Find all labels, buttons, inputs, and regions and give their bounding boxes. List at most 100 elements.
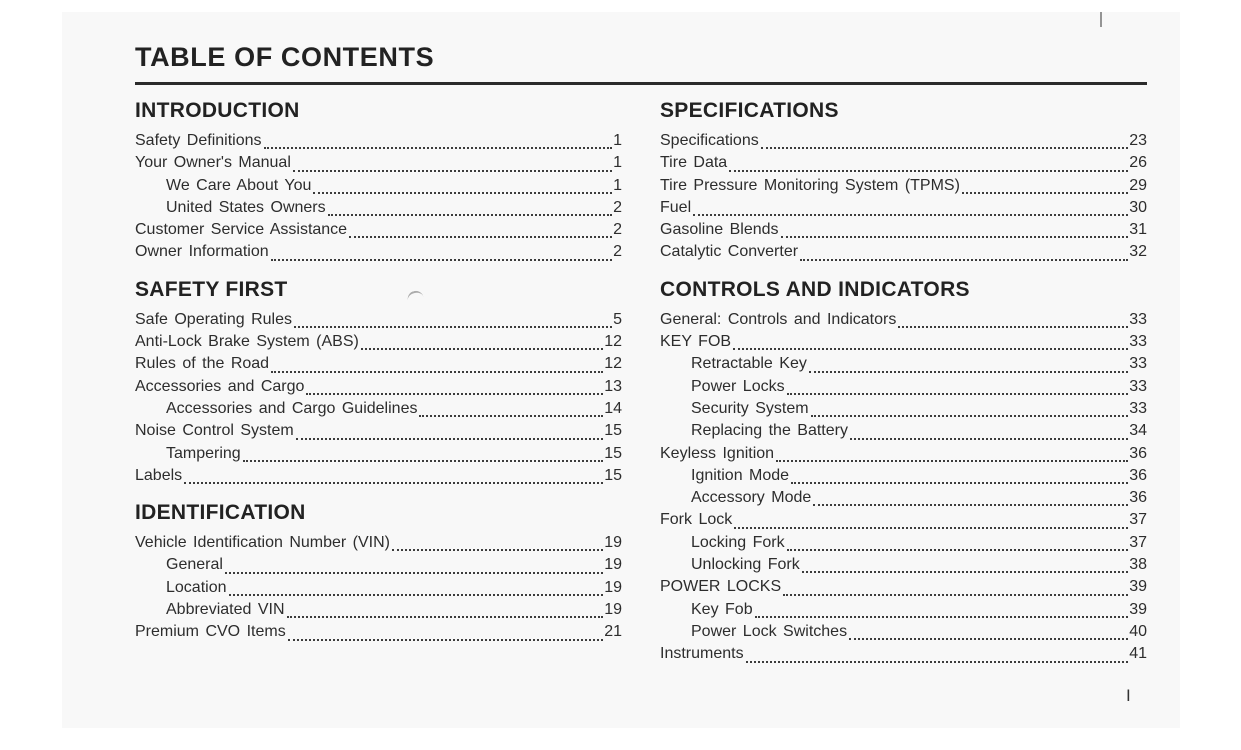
toc-column-right: SPECIFICATIONS Specifications 23 Tire Data 2…	[660, 87, 1147, 668]
toc-section: CONTROLS AND INDICATORS General: Controls…	[660, 278, 1147, 668]
toc-entry: We Care About You 1	[135, 177, 622, 199]
toc-entry: Labels 15	[135, 467, 622, 489]
toc-leader-dots	[293, 326, 613, 329]
section-heading: INTRODUCTION	[135, 99, 300, 122]
toc-leader-dots	[745, 660, 1129, 663]
toc-entry: Locking Fork 37	[660, 534, 1147, 556]
toc-entry: Power Locks 33	[660, 378, 1147, 400]
toc-entry-page: 23	[1129, 132, 1147, 149]
toc-entry-page: 37	[1129, 511, 1147, 529]
toc-entry: Ignition Mode 36	[660, 467, 1147, 489]
toc-entry: Location 19	[135, 579, 622, 601]
toc-entry: Owner Information 2	[135, 243, 622, 265]
toc-entry: United States Owners 2	[135, 199, 622, 221]
toc-leader-dots	[184, 482, 604, 485]
toc-entry-page: 21	[604, 623, 622, 641]
page-title: TABLE OF CONTENTS	[135, 42, 435, 72]
toc-leader-dots	[286, 616, 604, 619]
toc-entry: Premium CVO Items 21	[135, 623, 622, 645]
toc-entry-page: 32	[1129, 243, 1147, 261]
toc-leader-dots	[776, 459, 1129, 462]
toc-leader-dots	[808, 370, 1129, 373]
toc-leader-dots	[849, 638, 1129, 641]
toc-leader-dots	[270, 258, 613, 261]
toc-entry-label: Noise Control System	[135, 422, 294, 440]
toc-leader-dots	[791, 482, 1129, 485]
toc-section: SPECIFICATIONS Specifications 23 Tire Data 2…	[660, 99, 1147, 266]
toc-entry-page: 26	[1129, 154, 1147, 172]
toc-leader-dots	[271, 370, 604, 373]
toc-leader-dots	[849, 437, 1129, 440]
toc-entry-page: 36	[1129, 489, 1147, 507]
toc-entry-page: 33	[1129, 377, 1147, 395]
toc-leader-dots	[786, 549, 1129, 552]
toc-entry-label: General	[166, 556, 223, 574]
toc-entry-label: Premium CVO Items	[135, 623, 286, 641]
toc-entry-page: 15	[604, 444, 622, 462]
toc-entry-label: Power Locks	[691, 377, 785, 395]
toc-entry-label: Anti-Lock Brake System (ABS)	[135, 333, 359, 351]
toc-entry-page: 39	[1129, 578, 1147, 596]
toc-section: IDENTIFICATION Vehicle Identification Num…	[135, 501, 622, 645]
toc-entry: Catalytic Converter 32	[660, 243, 1147, 265]
toc-entry-label: Vehicle Identification Number (VIN)	[135, 534, 390, 552]
toc-entry-label: Instruments	[660, 645, 744, 663]
toc-leader-dots	[786, 392, 1129, 395]
toc-leader-dots	[292, 169, 613, 172]
toc-leader-dots	[327, 214, 613, 217]
toc-entry-page: 40	[1129, 622, 1147, 640]
toc-entry: Fuel 30	[660, 199, 1147, 221]
toc-entry-page: 33	[1129, 333, 1147, 351]
toc-entry-label: Labels	[135, 466, 183, 484]
toc-entry: Replacing the Battery 34	[660, 422, 1147, 444]
toc-entry: Gasoline Blends 31	[660, 221, 1147, 243]
toc-entry-page: 12	[604, 355, 622, 373]
toc-entry: Safety Definitions 1	[135, 132, 622, 154]
toc-entry-label: KEY FOB	[660, 333, 732, 351]
toc-leader-dots	[800, 258, 1129, 261]
toc-entry: Power Lock Switches 40	[660, 623, 1147, 645]
toc-entry-page: 33	[1129, 310, 1147, 328]
toc-entry-page: 1	[613, 154, 622, 172]
toc-entry-page: 5	[613, 310, 622, 328]
toc-leader-dots	[392, 549, 604, 552]
toc-entry-label: Locking Fork	[691, 533, 785, 551]
toc-entry-label: Location	[166, 578, 227, 596]
toc-leader-dots	[754, 615, 1129, 618]
toc-entry: POWER LOCKS 39	[660, 578, 1147, 600]
toc-leader-dots	[360, 348, 604, 351]
toc-entry: Fork Lock 37	[660, 511, 1147, 533]
document-page: TABLE OF CONTENTS INTRODUCTION Safety Def…	[62, 12, 1180, 728]
toc-entry: Accessory Mode 36	[660, 489, 1147, 511]
toc-columns: INTRODUCTION Safety Definitions 1 Your Owne…	[135, 87, 1147, 668]
toc-entry-label: Owner Information	[135, 243, 269, 261]
toc-leader-dots	[810, 415, 1129, 418]
toc-entry: Retractable Key 33	[660, 355, 1147, 377]
toc-entry-label: POWER LOCKS	[660, 578, 782, 596]
toc-leader-dots	[760, 147, 1129, 150]
toc-entry: Tire Data 26	[660, 154, 1147, 176]
toc-entry: Vehicle Identification Number (VIN) 19	[135, 534, 622, 556]
toc-entry-page: 39	[1129, 600, 1147, 618]
toc-column-left: INTRODUCTION Safety Definitions 1 Your Owne…	[135, 87, 622, 668]
toc-leader-dots	[228, 594, 604, 597]
toc-entry-page: 12	[604, 333, 622, 351]
toc-entry-label: Customer Service Assistance	[135, 221, 348, 239]
toc-leader-dots	[306, 392, 604, 395]
toc-entry: Customer Service Assistance 2	[135, 221, 622, 243]
toc-entry-label: Key Fob	[691, 600, 753, 618]
toc-entry-label: Fork Lock	[660, 511, 733, 529]
toc-leader-dots	[961, 191, 1129, 194]
toc-entry-page: 36	[1129, 444, 1147, 462]
toc-entry-page: 33	[1129, 355, 1147, 373]
section-heading: SAFETY FIRST	[135, 277, 288, 301]
toc-entry-label: Unlocking Fork	[691, 556, 800, 574]
toc-entry: KEY FOB 33	[660, 333, 1147, 355]
toc-entry: Anti-Lock Brake System (ABS) 12	[135, 333, 622, 355]
toc-entry-label: Accessory Mode	[691, 489, 812, 507]
toc-entry-label: United States Owners	[166, 198, 326, 216]
toc-entry-page: 31	[1129, 221, 1147, 239]
toc-entry-page: 15	[604, 422, 622, 440]
toc-entry-page: 2	[613, 221, 622, 239]
toc-entry: Tire Pressure Monitoring System (TPMS) 29	[660, 177, 1147, 199]
